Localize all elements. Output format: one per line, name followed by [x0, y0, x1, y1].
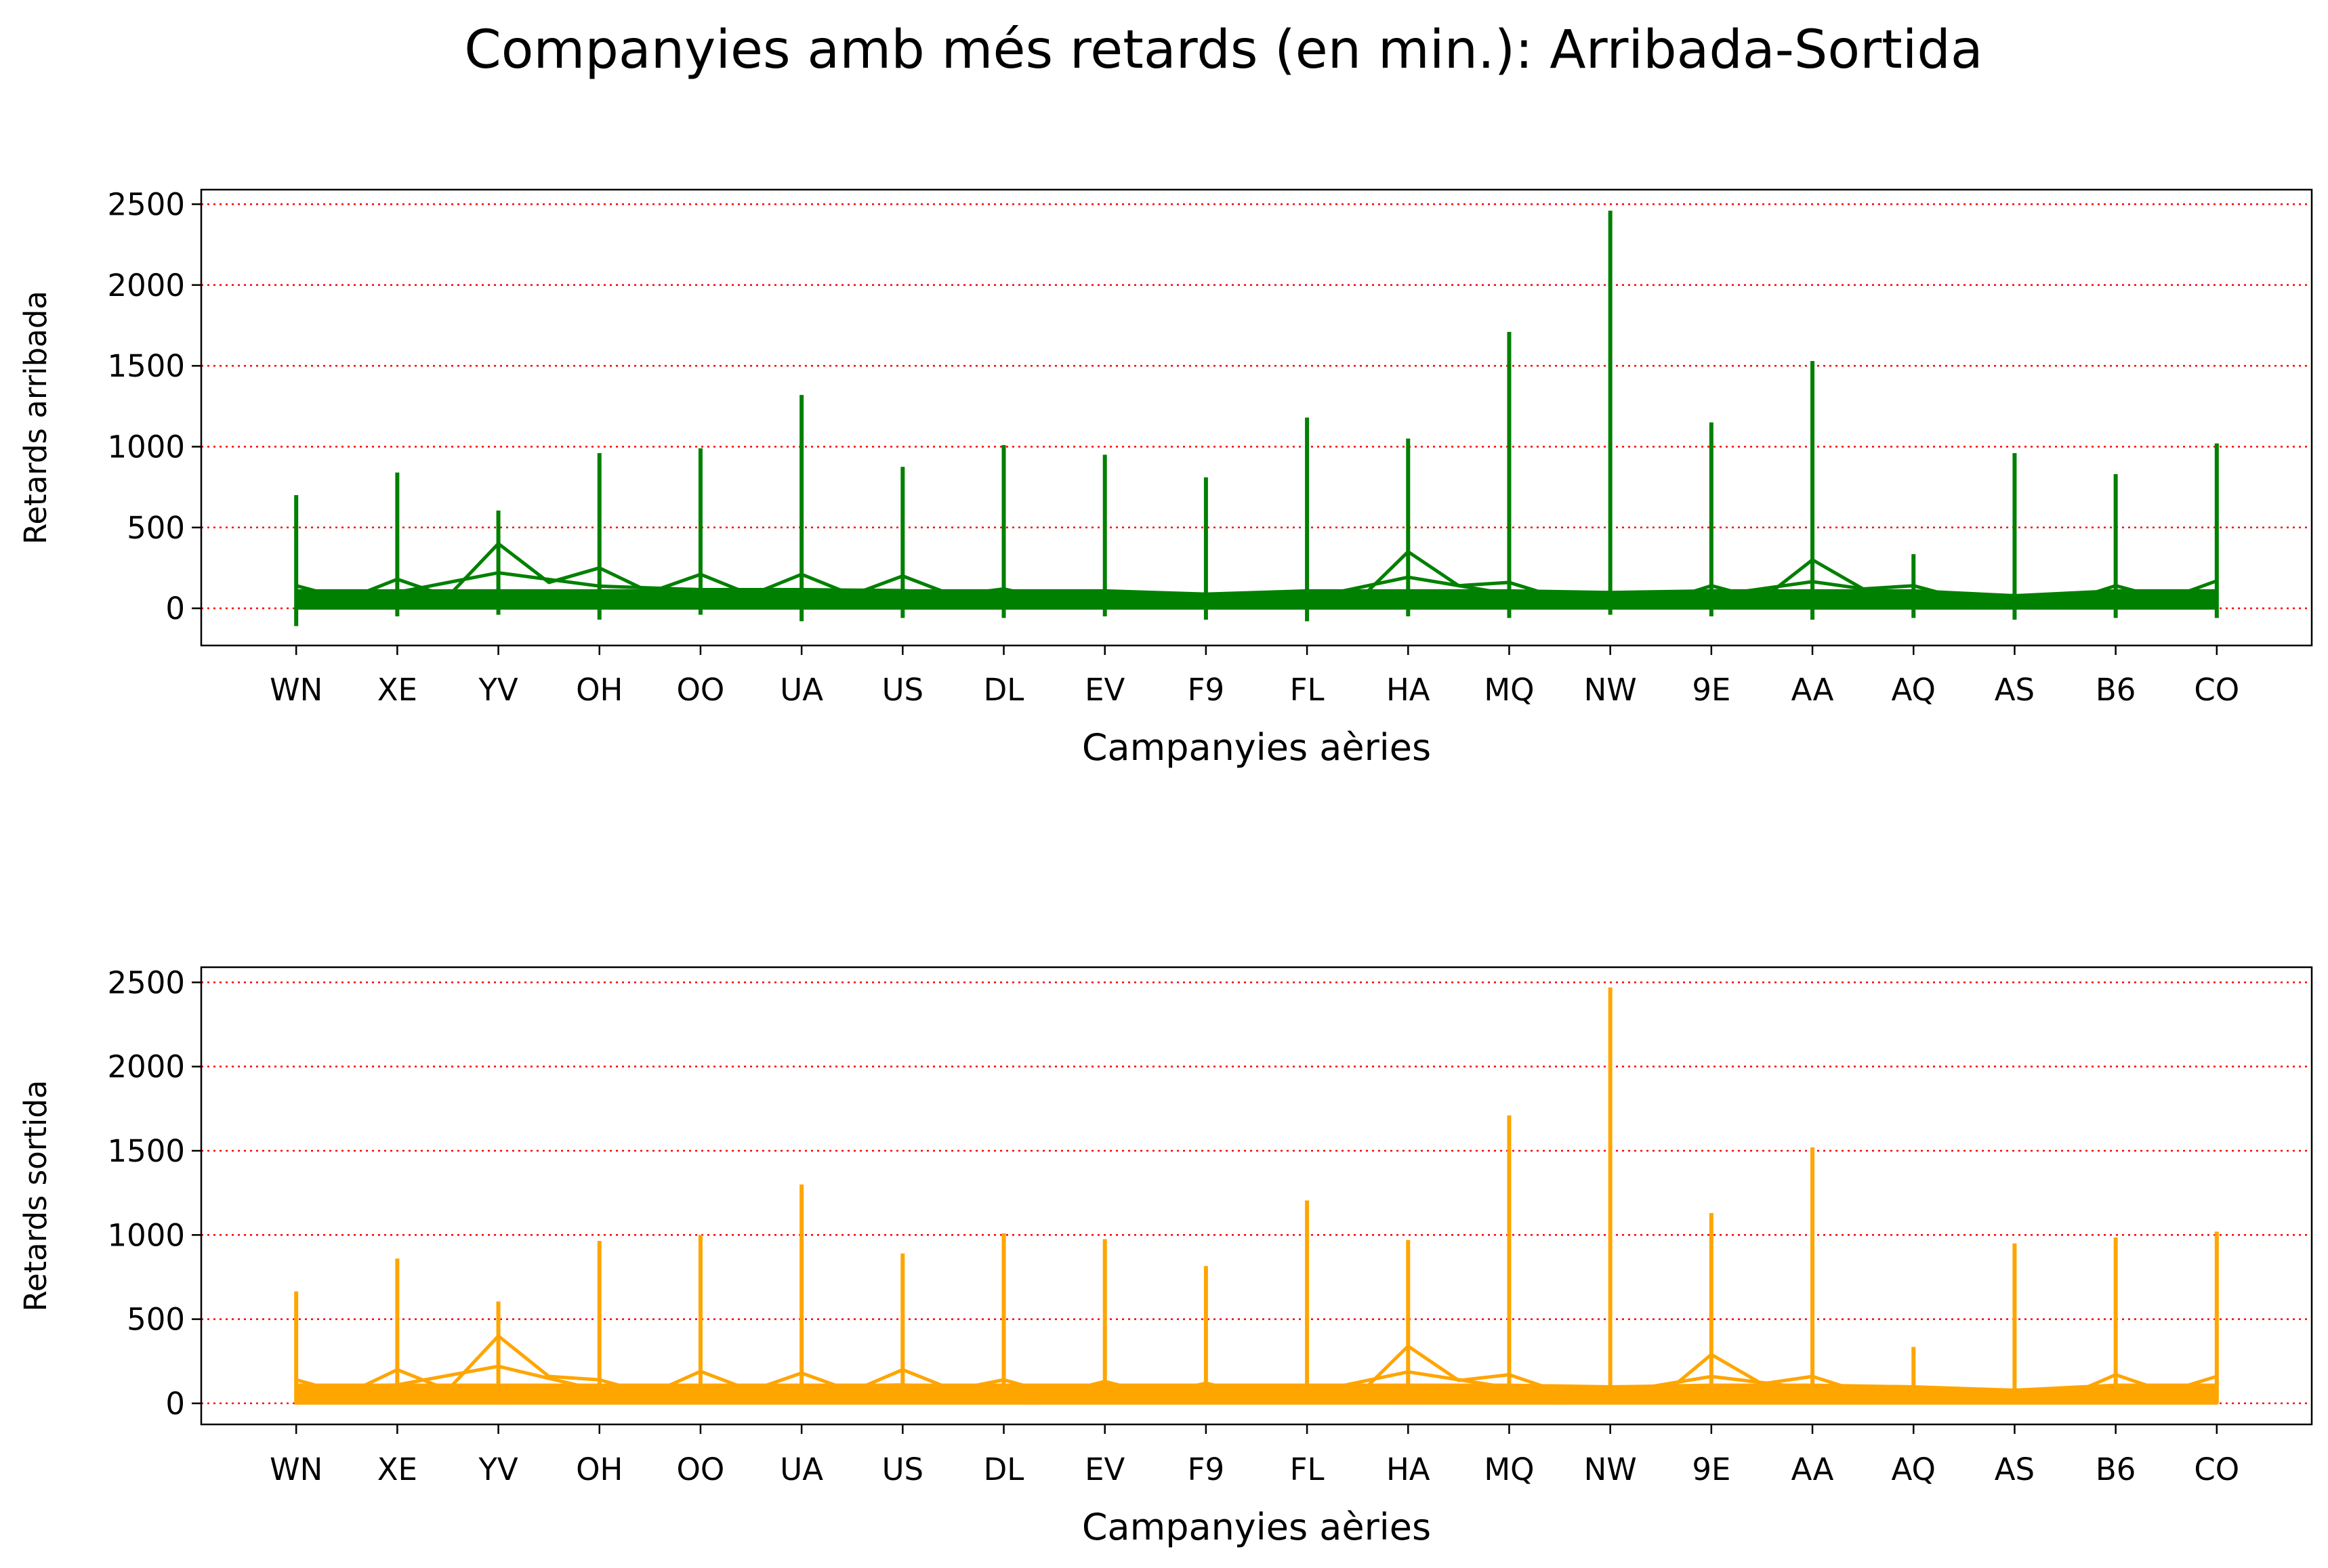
data-series — [294, 987, 2219, 1405]
y-axis-label: Retards arribada — [18, 291, 54, 545]
x-tick-label-wn: WN — [270, 672, 323, 708]
y-tick-label: 500 — [127, 1302, 185, 1338]
y-tick-label: 2500 — [107, 965, 185, 1000]
y-tick-label: 2000 — [107, 1049, 185, 1085]
data-series — [294, 211, 2219, 627]
zigzag-line-secondary — [296, 571, 2217, 601]
x-tick-label-dl: DL — [984, 672, 1024, 708]
x-tick-label-yv: YV — [478, 672, 518, 708]
x-tick-label-oo: OO — [677, 672, 725, 708]
x-tick-label-ha: HA — [1386, 1452, 1430, 1487]
x-tick-label-mq: MQ — [1484, 672, 1534, 708]
y-tick-label: 1500 — [107, 1133, 185, 1169]
x-tick-label-us: US — [882, 672, 924, 708]
x-tick-label-oo: OO — [677, 1452, 725, 1487]
axes-frame — [200, 188, 2313, 647]
axes-frame — [200, 966, 2313, 1426]
x-tick-label-f9: F9 — [1188, 672, 1225, 708]
x-tick-label-mq: MQ — [1484, 1452, 1534, 1487]
x-tick-label-xe: XE — [377, 1452, 417, 1487]
y-tick-label: 1000 — [107, 429, 185, 465]
y-tick-label: 2500 — [107, 186, 185, 222]
x-tick-label-b6: B6 — [2096, 672, 2136, 708]
x-tick-label-yv: YV — [478, 1452, 518, 1487]
x-tick-label-aq: AQ — [1892, 1452, 1936, 1487]
x-tick-label-ev: EV — [1085, 672, 1125, 708]
x-tick-label-9e: 9E — [1692, 1452, 1730, 1487]
y-tick-label: 0 — [165, 591, 185, 627]
departure-delay-panel: 0 500 1000 1500 2000 2500 WN XE YV OH OO UA US DL EV F9… — [18, 965, 2313, 1548]
y-tick-label: 1500 — [107, 348, 185, 384]
x-tick-label-aq: AQ — [1892, 672, 1936, 708]
x-tick-label-aa: AA — [1791, 672, 1834, 708]
x-tick-label-b6: B6 — [2096, 1452, 2136, 1487]
x-tick-label-co: CO — [2194, 672, 2239, 708]
x-tick-label-ha: HA — [1386, 672, 1430, 708]
y-tick-label: 1000 — [107, 1217, 185, 1253]
y-axis-label: Retards sortida — [18, 1080, 54, 1312]
figure-title: Companyies amb més retards (en min.): Ar… — [464, 20, 1982, 81]
zigzag-line — [295, 542, 2218, 604]
zigzag-line — [295, 1334, 2218, 1399]
x-tick-label-9e: 9E — [1692, 672, 1730, 708]
x-tick-label-nw: NW — [1584, 1452, 1637, 1487]
x-tick-label-ev: EV — [1085, 1452, 1125, 1487]
y-tick-label: 500 — [127, 510, 185, 546]
x-tick-label-xe: XE — [377, 672, 417, 708]
x-tick-label-ua: UA — [780, 672, 823, 708]
x-tick-label-oh: OH — [576, 672, 623, 708]
x-axis-label: Campanyies aèries — [1082, 1506, 1431, 1548]
x-tick-label-nw: NW — [1584, 672, 1637, 708]
x-tick-label-wn: WN — [270, 1452, 323, 1487]
y-tick-label: 0 — [165, 1386, 185, 1422]
x-tick-label-as: AS — [1995, 1452, 2035, 1487]
zigzag-line-secondary — [296, 1364, 2217, 1395]
x-tick-label-dl: DL — [984, 1452, 1024, 1487]
y-tick-label: 2000 — [107, 268, 185, 303]
x-tick-label-oh: OH — [576, 1452, 623, 1487]
x-axis-label: Campanyies aèries — [1082, 726, 1431, 769]
arrival-delay-panel: 0 500 1000 1500 2000 2500 WN XE YV OH OO UA US DL EV F9… — [18, 186, 2313, 769]
x-tick-label-us: US — [882, 1452, 924, 1487]
x-tick-label-as: AS — [1995, 672, 2035, 708]
x-tick-label-ua: UA — [780, 1452, 823, 1487]
x-tick-label-fl: FL — [1290, 1452, 1325, 1487]
x-tick-label-f9: F9 — [1188, 1452, 1225, 1487]
x-tick-label-co: CO — [2194, 1452, 2239, 1487]
x-tick-label-fl: FL — [1290, 672, 1325, 708]
x-tick-label-aa: AA — [1791, 1452, 1834, 1487]
